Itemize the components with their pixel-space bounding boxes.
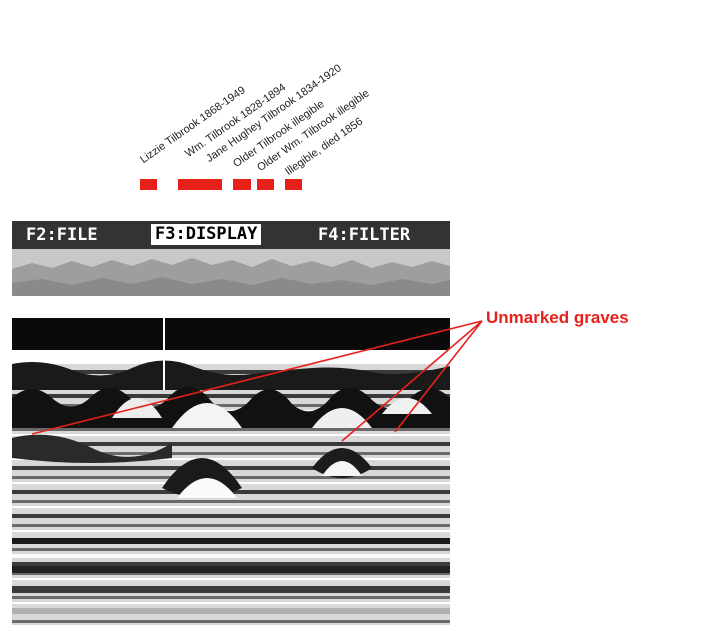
grave-marker-4 (257, 179, 274, 190)
grave-marker-1 (140, 179, 157, 190)
menu-filter[interactable]: F4:FILTER (318, 225, 411, 245)
signal-trace-band (12, 249, 450, 296)
gpr-menu-bar: F2:FILE F3:DISPLAY F4:FILTER (12, 221, 450, 249)
grave-marker-5 (285, 179, 302, 190)
unmarked-graves-label: Unmarked graves (486, 308, 629, 327)
menu-file[interactable]: F2:FILE (26, 225, 98, 245)
grave-marker-2 (178, 179, 222, 190)
grave-marker-3 (233, 179, 251, 190)
menu-display[interactable]: F3:DISPLAY (151, 224, 262, 245)
grave-label-area: Lizzie Tilbrook 1868-1949 Wm. Tilbrook 1… (0, 0, 723, 200)
gpr-radargram (12, 318, 450, 625)
